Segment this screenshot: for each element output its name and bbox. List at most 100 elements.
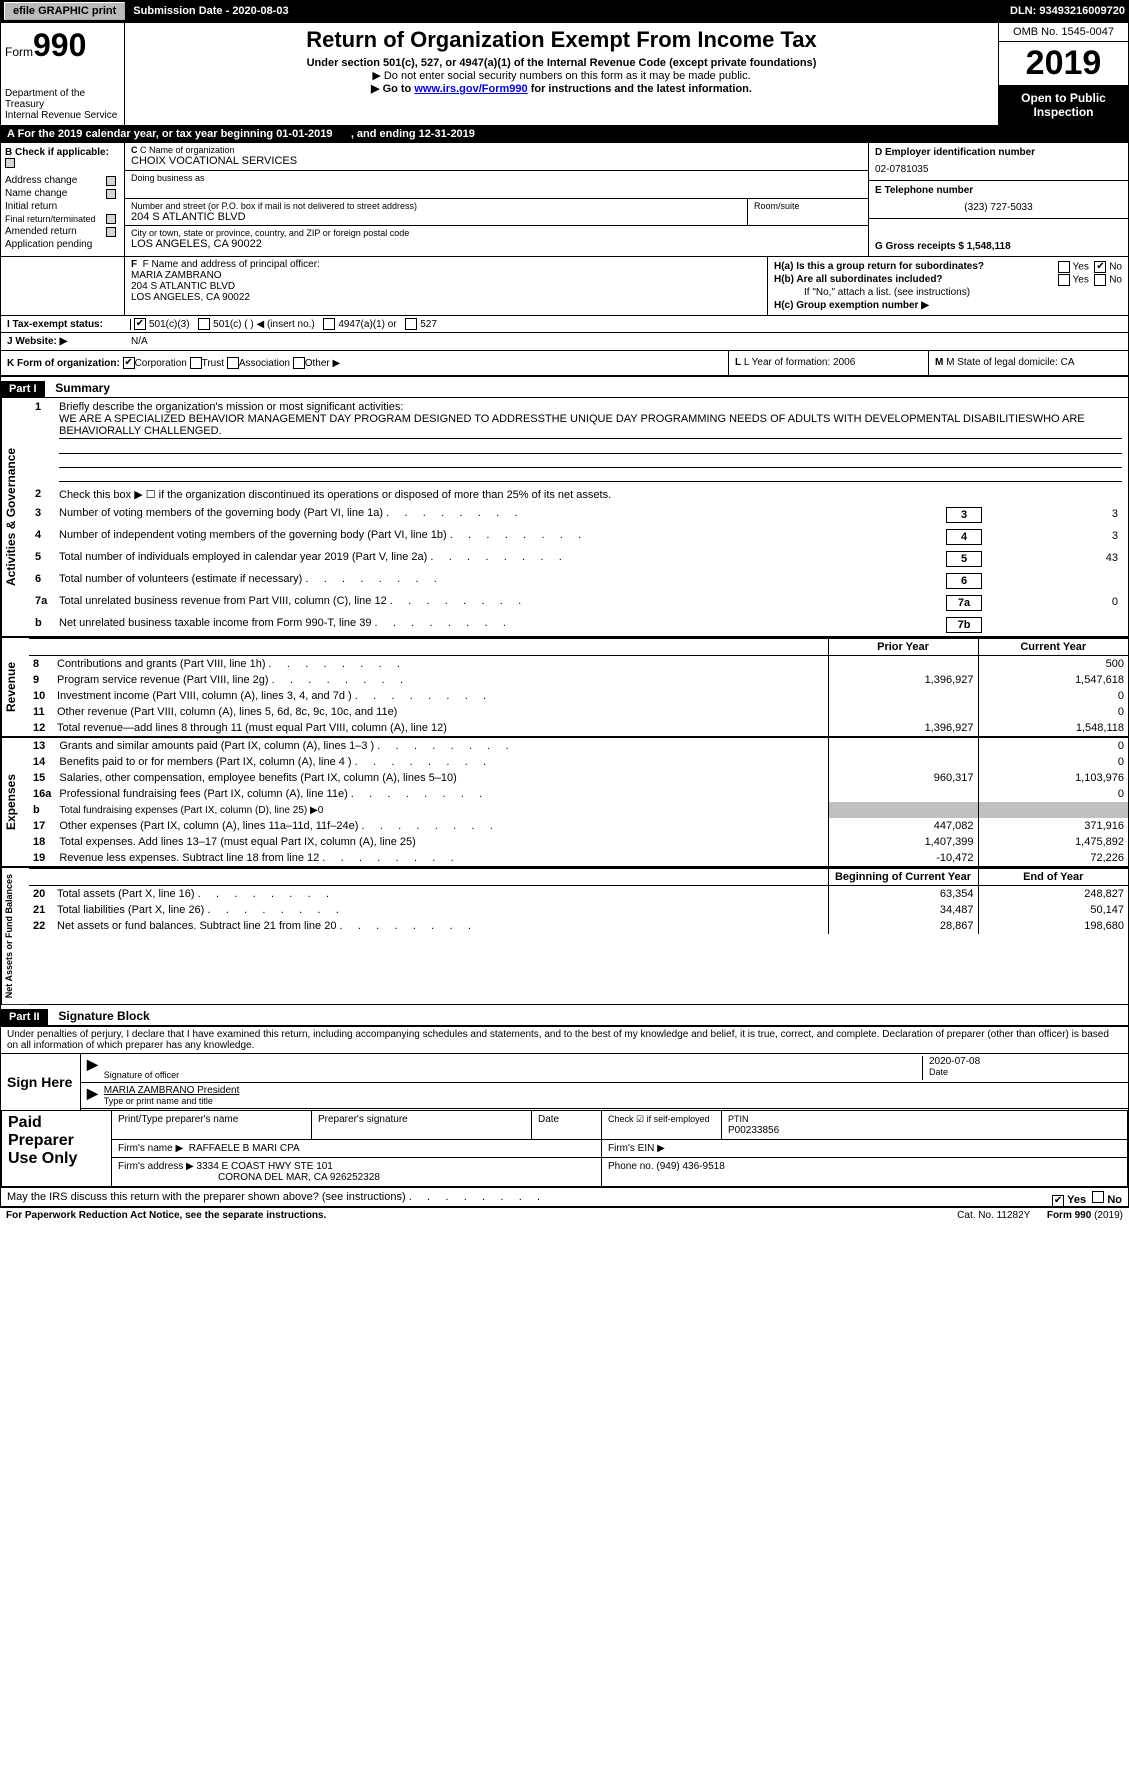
expenses-section: Expenses 13Grants and similar amounts pa… [1,736,1128,866]
chk-501c3[interactable] [134,318,146,330]
discuss-no-check[interactable] [1092,1191,1104,1203]
firm-addr-cell: Firm's address ▶ 3334 E COAST HWY STE 10… [112,1158,602,1187]
line6: Total number of volunteers (estimate if … [59,573,940,585]
phone-label: E Telephone number [875,185,1122,196]
section-k-l-m: K Form of organization: Corporation Trus… [1,351,1128,376]
preparer-sig-label: Preparer's signature [312,1111,532,1140]
officer-addr1: 204 S ATLANTIC BLVD [131,281,761,292]
officer-signed-name: MARIA ZAMBRANO President [104,1085,1122,1096]
section-d-e-g: D Employer identification number 02-0781… [868,143,1128,256]
phone-value: (323) 727-5033 [875,202,1122,213]
submission-date: Submission Date - 2020-08-03 [133,5,288,17]
vtab-netassets: Net Assets or Fund Balances [1,868,29,1004]
line5: Total number of individuals employed in … [59,551,940,563]
preparer-date-label: Date [532,1111,602,1140]
sign-here-label: Sign Here [1,1054,81,1110]
footer-left: For Paperwork Reduction Act Notice, see … [6,1210,326,1221]
ein-label: D Employer identification number [875,147,1122,158]
street-value: 204 S ATLANTIC BLVD [131,211,741,223]
ptin-cell: PTINP00233856 [722,1111,1128,1140]
vtab-expenses: Expenses [1,738,29,866]
check-if-applicable-label: B Check if applicable: [5,147,120,171]
firm-name-cell: Firm's name ▶ RAFFAELE B MARI CPA [112,1140,602,1158]
street-label: Number and street (or P.O. box if mail i… [131,201,741,211]
city-value: LOS ANGELES, CA 90022 [131,238,862,250]
omb-number: OMB No. 1545-0047 [999,23,1128,42]
chk-501c[interactable] [198,318,210,330]
footer-form: Form 990 (2019) [1047,1210,1123,1221]
hb-note: If "No," attach a list. (see instruction… [774,287,1122,298]
year-formation: L L Year of formation: 2006 [728,351,928,375]
net-assets-table: Beginning of Current YearEnd of Year 20T… [29,868,1128,934]
line7b: Net unrelated business taxable income fr… [59,617,940,629]
sig-date: 2020-07-08 [929,1056,1122,1067]
line2: Check this box ▶ ☐ if the organization d… [59,488,1122,501]
gross-receipts: G Gross receipts $ 1,548,118 [875,241,1011,252]
tax-year: 2019 [999,42,1128,85]
org-name-label: C C Name of organization [131,145,862,155]
hb-label: H(b) Are all subordinates included? [774,274,943,285]
chk-amended[interactable]: Amended return [5,226,120,237]
dept-treasury: Department of the Treasury [5,88,120,110]
chk-trust[interactable] [190,357,202,369]
self-employed-check: Check ☑ if self-employed [602,1111,722,1140]
dln: DLN: 93493216009720 [1010,5,1125,17]
arrow-icon: ▶ [87,1056,98,1080]
section-i: I Tax-exempt status: 501(c)(3) 501(c) ( … [1,316,1128,333]
paid-preparer-label: Paid Preparer Use Only [2,1111,112,1187]
hc-label: H(c) Group exemption number ▶ [774,300,929,311]
section-b: B Check if applicable: Address change Na… [1,143,125,256]
top-bar: efile GRAPHIC print Submission Date - 20… [0,0,1129,22]
form-subtitle-3: ▶ Go to www.irs.gov/Form990 for instruct… [133,82,990,95]
chk-other[interactable] [293,357,305,369]
chk-4947[interactable] [323,318,335,330]
section-j: J Website: ▶ N/A [1,333,1128,351]
vtab-activities: Activities & Governance [1,398,29,636]
ein-value: 02-0781035 [875,164,1122,175]
chk-assoc[interactable] [227,357,239,369]
form-header: Form990 Department of the Treasury Inter… [1,23,1128,126]
chk-name-change[interactable]: Name change [5,188,120,199]
efile-button[interactable]: efile GRAPHIC print [4,2,125,20]
chk-pending[interactable]: Application pending [5,239,120,250]
chk-initial-return[interactable]: Initial return [5,201,120,212]
irs-link[interactable]: www.irs.gov/Form990 [414,83,527,95]
form-subtitle-2: ▶ Do not enter social security numbers o… [133,69,990,82]
perjury-declaration: Under penalties of perjury, I declare th… [1,1027,1128,1053]
mission-text: WE ARE A SPECIALIZED BEHAVIOR MANAGEMENT… [59,413,1122,439]
discuss-yes-check[interactable] [1052,1195,1064,1207]
chk-527[interactable] [405,318,417,330]
chk-corp[interactable] [123,357,135,369]
arrow-icon: ▶ [87,1085,98,1106]
sig-date-label: Date [929,1067,1122,1077]
signature-block: Under penalties of perjury, I declare th… [1,1025,1128,1206]
open-to-public: Open to Public Inspection [999,85,1128,125]
section-c: C C Name of organization CHOIX VOCATIONA… [125,143,868,256]
officer-name: MARIA ZAMBRANO [131,270,761,281]
city-label: City or town, state or province, country… [131,228,862,238]
form-number: Form990 [5,27,120,64]
line4: Number of independent voting members of … [59,529,940,541]
chk-address-change[interactable]: Address change [5,175,120,186]
officer-label: F Name and address of principal officer: [143,259,320,270]
revenue-section: Revenue Prior YearCurrent Year 8Contribu… [1,636,1128,736]
line7a: Total unrelated business revenue from Pa… [59,595,940,607]
discuss-row: May the IRS discuss this return with the… [1,1187,1128,1206]
chk-final-return[interactable]: Final return/terminated [5,214,120,224]
preparer-name-label: Print/Type preparer's name [112,1111,312,1140]
form-title: Return of Organization Exempt From Incom… [133,27,990,53]
revenue-table: Prior YearCurrent Year 8Contributions an… [29,638,1128,736]
paid-preparer-table: Paid Preparer Use Only Print/Type prepar… [1,1110,1128,1187]
firm-ein-cell: Firm's EIN ▶ [602,1140,1128,1158]
officer-addr2: LOS ANGELES, CA 90022 [131,292,761,303]
firm-phone-cell: Phone no. (949) 436-9518 [602,1158,1128,1187]
line3: Number of voting members of the governin… [59,507,940,519]
line1-label: Briefly describe the organization's miss… [59,401,1122,413]
activities-governance: Activities & Governance 1 Briefly descri… [1,397,1128,636]
section-f-h: F F Name and address of principal office… [1,257,1128,316]
calendar-year-row: A For the 2019 calendar year, or tax yea… [1,126,1128,143]
net-assets-section: Net Assets or Fund Balances Beginning of… [1,866,1128,1004]
state-domicile: M M State of legal domicile: CA [928,351,1128,375]
dba-label: Doing business as [131,173,862,183]
section-f: F F Name and address of principal office… [125,257,768,315]
